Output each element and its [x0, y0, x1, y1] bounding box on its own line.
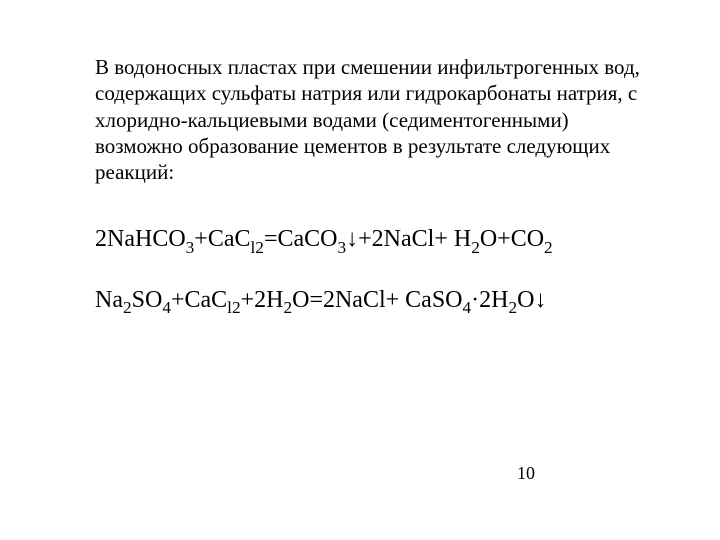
eq-subscript: 4: [162, 298, 171, 317]
equation-2: Na2SO4+CaCl2+2H2O=2NaCl+ CaSO4·2H2O↓: [95, 287, 655, 318]
eq-text: +2H: [241, 287, 284, 313]
eq-text: +CaC: [171, 287, 227, 313]
intro-paragraph: В водоносных пластах при смешении инфиль…: [95, 54, 640, 185]
equations-block: 2NaHCO3+CaCl2=CaCO3↓+2NaCl+ H2O+CO2 Na2S…: [95, 226, 655, 348]
eq-text: O↓: [517, 287, 546, 313]
eq-text: ↓+2NaCl+ H: [346, 226, 471, 252]
eq-text: O+CO: [480, 226, 544, 252]
eq-subscript: l2: [227, 298, 240, 317]
eq-subscript: 3: [186, 238, 195, 257]
eq-text: Na: [95, 287, 123, 313]
eq-subscript: l2: [251, 238, 264, 257]
eq-subscript: 3: [337, 238, 346, 257]
page-number: 10: [517, 463, 535, 484]
eq-subscript: 2: [508, 298, 517, 317]
equation-1: 2NaHCO3+CaCl2=CaCO3↓+2NaCl+ H2O+CO2: [95, 226, 655, 257]
eq-text: 2NaHCO: [95, 226, 186, 252]
eq-subscript: 2: [283, 298, 292, 317]
eq-text: SO: [132, 287, 163, 313]
eq-subscript: 2: [123, 298, 132, 317]
slide: В водоносных пластах при смешении инфиль…: [0, 0, 720, 540]
eq-subscript: 2: [544, 238, 553, 257]
eq-subscript: 4: [463, 298, 472, 317]
eq-text: ·2H: [471, 287, 508, 313]
eq-subscript: 2: [471, 238, 480, 257]
eq-text: O=2NaCl+ CaSO: [292, 287, 462, 313]
eq-text: +CaC: [194, 226, 250, 252]
eq-text: =CaCO: [264, 226, 338, 252]
